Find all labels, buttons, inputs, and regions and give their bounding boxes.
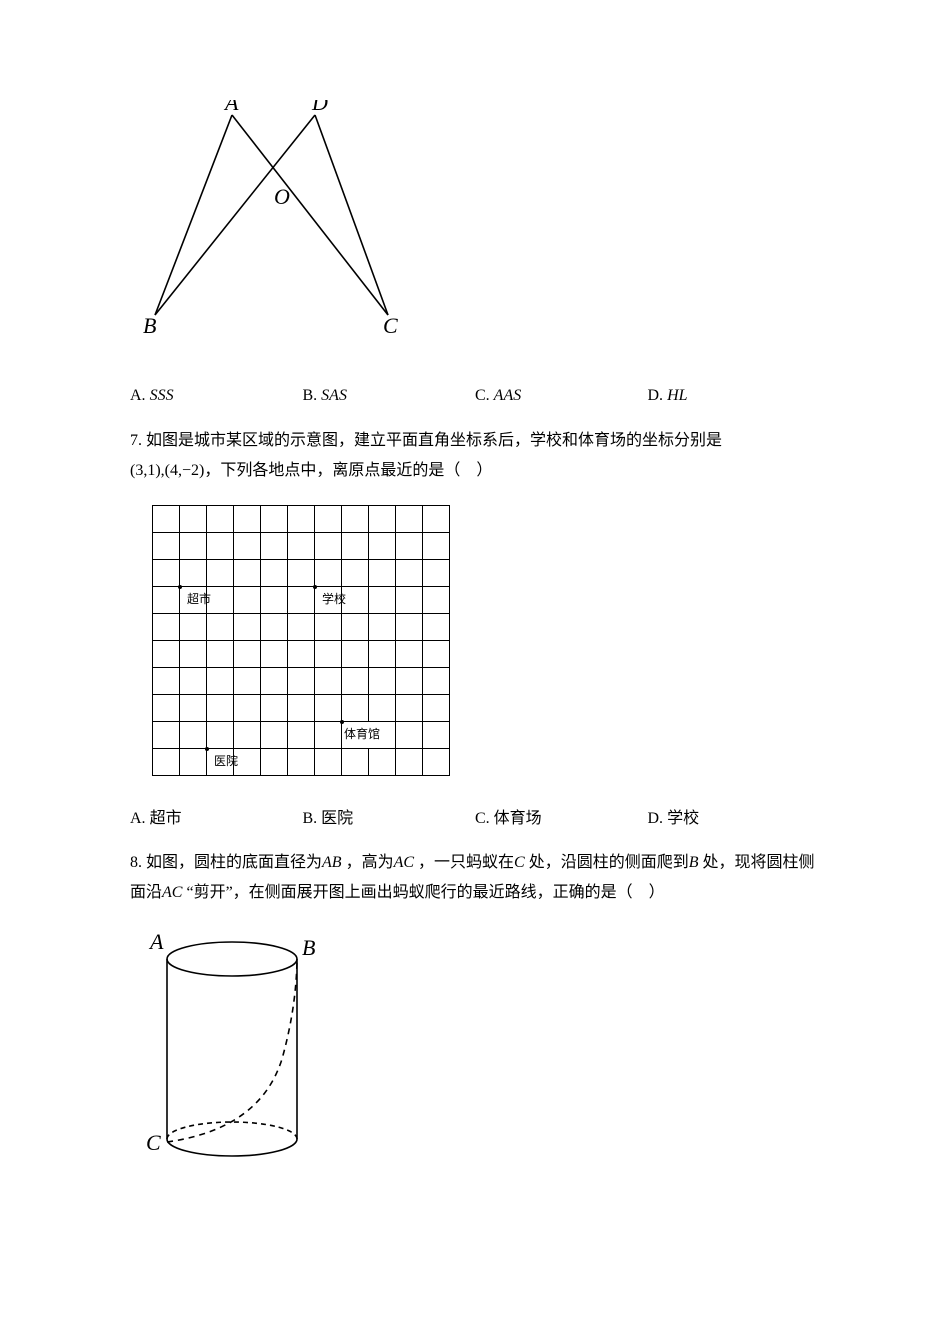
grid-label-hospital: 医院: [207, 748, 234, 775]
q6-opt-A: A. SSS: [130, 381, 303, 411]
q7-opt-A: A. 超市: [130, 804, 303, 834]
label-A: A: [223, 100, 239, 115]
figure-cylinder: A B C: [140, 929, 820, 1180]
triangles-svg: A D B C O: [140, 100, 400, 340]
cyl-label-B: B: [302, 935, 315, 960]
q6-opt-C: C. AAS: [475, 381, 648, 411]
q7-grid: 超市 学校 体育馆 医院: [152, 505, 450, 776]
q6-options: A. SSS B. SAS C. AAS D. HL: [130, 381, 820, 411]
q7-stem: 7. 如图是城市某区域的示意图，建立平面直角坐标系后，学校和体育场的坐标分别是 …: [130, 426, 820, 487]
q6-opt-B: B. SAS: [303, 381, 476, 411]
q7-opt-B: B. 医院: [303, 804, 476, 834]
figure-triangles: A D B C O: [140, 100, 820, 351]
grid-label-supermarket: 超市: [180, 586, 207, 613]
q8-stem: 8. 如图，圆柱的底面直径为AB ，高为AC ，一只蚂蚁在C 处，沿圆柱的侧面爬…: [130, 848, 820, 909]
cyl-label-A: A: [148, 929, 164, 954]
q7-opt-C: C. 体育场: [475, 804, 648, 834]
label-O: O: [274, 184, 290, 209]
cylinder-svg: A B C: [140, 929, 330, 1169]
grid-label-school: 学校: [315, 586, 342, 613]
q6-opt-D: D. HL: [648, 381, 821, 411]
grid-label-gym: 体育馆: [342, 721, 396, 748]
cyl-label-C: C: [146, 1130, 161, 1155]
q7-options: A. 超市 B. 医院 C. 体育场 D. 学校: [130, 804, 820, 834]
label-D: D: [311, 100, 328, 115]
q7-opt-D: D. 学校: [648, 804, 821, 834]
label-B: B: [143, 313, 156, 338]
label-C: C: [383, 313, 398, 338]
